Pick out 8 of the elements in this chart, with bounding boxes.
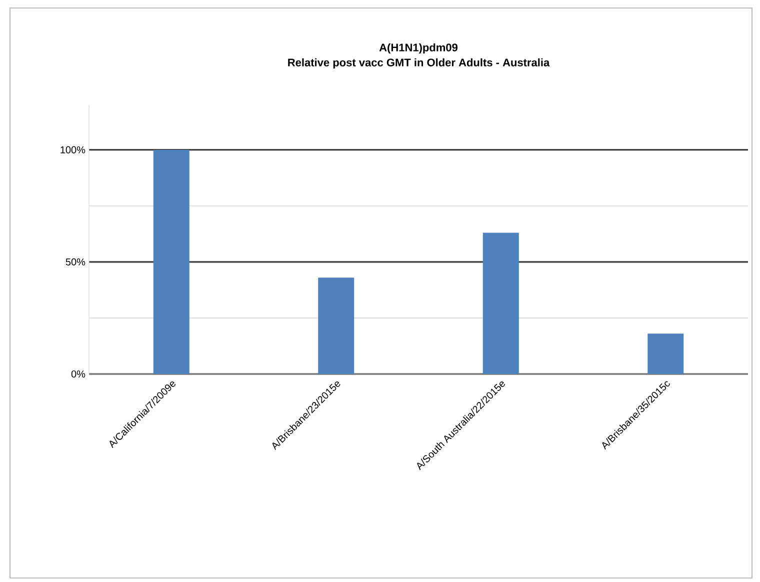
bar [648,334,684,374]
bar [482,232,519,374]
y-tick-label: 100% [60,146,86,154]
bar [153,150,190,374]
chart-title: A(H1N1)pdm09 Relative post vacc GMT in Older Adults - Australia [288,43,550,69]
bar [318,278,354,374]
y-tick-label: 50% [66,258,86,266]
y-tick-label: 0% [71,370,86,378]
